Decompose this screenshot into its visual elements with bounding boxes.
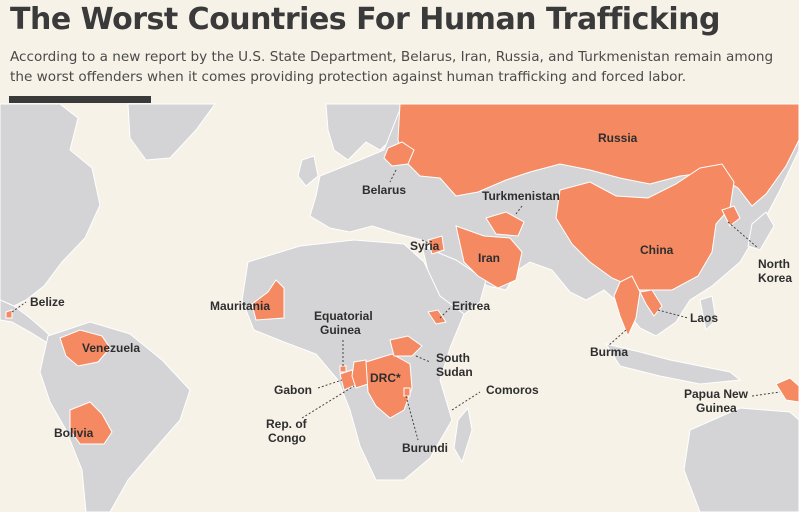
label-south-sudan-2: Sudan	[436, 365, 473, 379]
label-equatorial-guinea-2: Guinea	[320, 323, 361, 337]
label-papua-2: Guinea	[696, 401, 737, 415]
label-mauritania: Mauritania	[210, 299, 270, 313]
label-belize: Belize	[30, 295, 65, 309]
label-turkmenistan: Turkmenistan	[482, 189, 560, 203]
madagascar-landmass	[453, 406, 473, 464]
label-syria: Syria	[410, 239, 440, 253]
country-labels: Russia Belarus Turkmenistan China North …	[30, 131, 792, 455]
label-north-korea-1: North	[758, 257, 790, 271]
turkmenistan-shape[interactable]	[485, 211, 525, 237]
russia-shape[interactable]	[397, 103, 799, 207]
label-bolivia: Bolivia	[54, 426, 94, 440]
mauritania-shape[interactable]	[251, 279, 285, 321]
north-america-landmass	[0, 103, 101, 307]
label-burundi: Burundi	[402, 441, 448, 455]
uk-landmass	[297, 155, 319, 187]
south-america-landmass	[39, 321, 191, 512]
syria-shape[interactable]	[427, 235, 445, 255]
label-iran: Iran	[478, 251, 500, 265]
south-sudan-shape[interactable]	[389, 335, 423, 357]
equatorial-guinea-shape[interactable]	[339, 365, 347, 373]
label-drc: DRC*	[370, 371, 401, 385]
leader-lines	[11, 169, 781, 441]
china-shape[interactable]	[555, 163, 735, 291]
rep-congo-shape[interactable]	[351, 359, 369, 389]
label-china: China	[640, 243, 674, 257]
iran-shape[interactable]	[455, 225, 523, 289]
belarus-shape[interactable]	[383, 141, 415, 167]
label-rep-congo-2: Congo	[268, 431, 306, 445]
philippines-landmass	[699, 295, 717, 332]
label-russia: Russia	[598, 131, 638, 145]
eritrea-shape[interactable]	[427, 309, 447, 325]
belize-shape[interactable]	[5, 309, 13, 319]
label-papua-1: Papua New	[684, 387, 749, 401]
label-south-sudan-1: South	[436, 351, 470, 365]
page-title: The Worst Countries For Human Traffickin…	[10, 2, 720, 37]
africa-landmass	[241, 239, 465, 481]
laos-shape[interactable]	[639, 289, 663, 317]
burundi-shape[interactable]	[403, 387, 411, 397]
venezuela-shape[interactable]	[59, 329, 111, 367]
indonesia-landmass	[604, 343, 742, 385]
bolivia-shape[interactable]	[69, 401, 113, 445]
label-belarus: Belarus	[362, 183, 406, 197]
greenland-landmass	[127, 103, 216, 161]
label-venezuela: Venezuela	[82, 341, 140, 355]
drc-shape[interactable]	[365, 353, 413, 419]
burma-shape[interactable]	[613, 275, 641, 338]
papua-new-guinea-shape[interactable]	[775, 377, 799, 403]
title-underline-bar	[9, 96, 151, 103]
label-north-korea-2: Korea	[758, 271, 792, 285]
label-burma: Burma	[590, 345, 628, 359]
label-gabon: Gabon	[274, 383, 312, 397]
label-eritrea: Eritrea	[452, 299, 490, 313]
label-rep-congo-1: Rep. of	[266, 417, 308, 431]
australia-landmass	[683, 407, 799, 512]
japan-landmass	[747, 211, 775, 251]
highlighted-countries	[5, 103, 799, 445]
north-korea-shape[interactable]	[721, 205, 741, 227]
label-equatorial-guinea-1: Equatorial	[314, 309, 373, 323]
page-subtitle: According to a new report by the U.S. St…	[10, 49, 774, 85]
label-laos: Laos	[690, 311, 718, 325]
label-comoros: Comoros	[486, 383, 539, 397]
